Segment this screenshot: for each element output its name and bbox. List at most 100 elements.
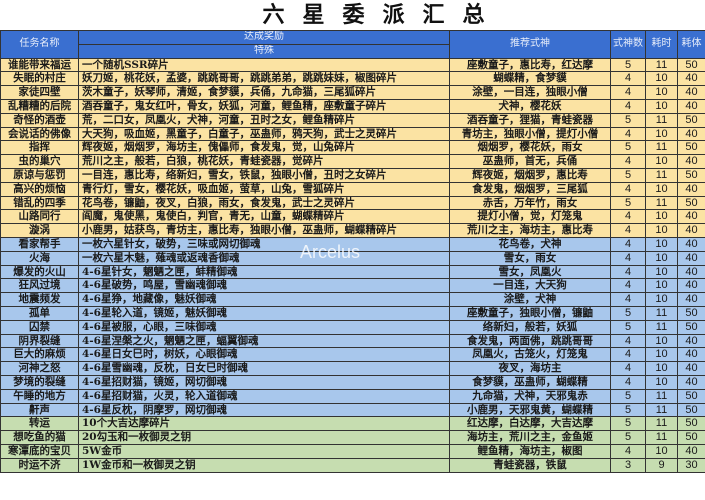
time-cost-cell: 10 [645,361,678,376]
reward-cell: 5W金币 [78,443,450,459]
table-row: 囚禁 4-6星被服，心眼，三味御魂 络新妇，般若，妖狐 5 11 50 [0,319,705,335]
task-name-cell: 鼾声 [0,402,79,418]
time-cost-cell: 10 [645,292,678,307]
stamina-cost-cell: 40 [677,236,705,252]
table-row: 谁能带来福运 一个随机SSR碎片 座敷童子，惠比寿，红达摩 5 11 50 [0,57,705,73]
recommended-shikigami-cell: 蝴蝶精，食梦貘 [449,71,611,87]
recommended-shikigami-cell: 凤凰火，古笼火，灯笼鬼 [449,347,611,363]
shikigami-count-cell: 4 [610,250,646,266]
task-name-cell: 高兴的烦恼 [0,181,79,197]
reward-cell: 10个大吉达摩碎片 [78,416,450,432]
task-name-cell: 谁能带来福运 [0,57,79,73]
reward-cell: 4-6星招财猫，火灵，轮入道御魂 [78,388,450,404]
recommended-shikigami-cell: 红达摩，白达摩，大吉达摩 [449,416,611,432]
table-row: 虫的巢穴 荒川之主，般若，白狼，桃花妖，青蛙瓷器，觉碎片 巫蛊师，首无，兵俑 4 10 4… [0,154,705,169]
reward-cell: 酒吞童子，鬼女红叶，骨女，妖狐，河童，鲤鱼精，座敷童子碎片 [78,98,450,114]
table-row: 家徒四壁 茨木童子，妖琴师，清姬，食梦貘，兵俑，九命猫，三尾狐碎片 涂壁，一目连，独… [0,85,705,100]
shikigami-count-cell: 4 [610,209,646,225]
shikigami-count-cell: 4 [610,98,646,114]
stamina-cost-cell: 50 [677,140,705,156]
page-title: 六星委派汇总 [262,2,503,28]
table-row: 会说话的佛像 大天狗，吸血姬，黑童子，白童子，巫蛊师，鸦天狗，武士之灵碎片 青坊主，… [0,126,705,142]
shikigami-count-cell: 4 [610,361,646,376]
shikigami-count-cell: 5 [610,112,646,128]
task-name-cell: 失眠的村庄 [0,71,79,87]
shikigami-count-cell: 4 [610,154,646,169]
reward-cell: 4-6星涅槃之火，魍魉之匣，蝠翼御魂 [78,333,450,349]
stamina-cost-cell: 40 [677,223,705,238]
header-stamina: 耗体 [677,30,705,59]
shikigami-count-cell: 5 [610,416,646,432]
shikigami-count-cell: 5 [610,388,646,404]
commission-table: 任务名称 达成奖励 推荐式神 式神数 耗时 耗体 特殊 谁能带来福运 一个随机SS… [0,30,705,473]
stamina-cost-cell: 30 [677,457,705,473]
stamina-cost-cell: 50 [677,402,705,418]
time-cost-cell: 10 [645,333,678,349]
stamina-cost-cell: 50 [677,416,705,432]
stamina-cost-cell: 40 [677,71,705,87]
shikigami-count-cell: 5 [610,402,646,418]
shikigami-count-cell: 4 [610,347,646,363]
recommended-shikigami-cell: 络新妇，般若，妖狐 [449,319,611,335]
table-row: 山路同行 阎魔，鬼使黑，鬼使白，判官，青无，山童，蝴蝶精碎片 提灯小僧，觉，灯笼鬼 4… [0,209,705,225]
shikigami-count-cell: 4 [610,126,646,142]
task-name-cell: 看家帮手 [0,236,79,252]
recommended-shikigami-cell: 巫蛊师，首无，兵俑 [449,154,611,169]
stamina-cost-cell: 40 [677,374,705,390]
time-cost-cell: 10 [645,250,678,266]
table-row: 想吃鱼的猫 20勾玉和一枚御灵之钥 海坊主，荒川之主，金鱼姬 5 11 50 [0,430,705,445]
recommended-shikigami-cell: 座敷童子，惠比寿，红达摩 [449,57,611,73]
table-row: 巨大的麻烦 4-6星日女巳时，树妖，心眼御魂 凤凰火，古笼火，灯笼鬼 4 10 40 [0,347,705,363]
time-cost-cell: 11 [645,305,678,321]
reward-cell: 一个随机SSR碎片 [78,57,450,73]
recommended-shikigami-cell: 赤舌，万年竹，雨女 [449,195,611,211]
table-row: 转运 10个大吉达摩碎片 红达摩，白达摩，大吉达摩 5 11 50 [0,416,705,432]
task-name-cell: 午睡的地方 [0,388,79,404]
recommended-shikigami-cell: 九命猫，犬神，天邪鬼赤 [449,388,611,404]
table-row: 午睡的地方 4-6星招财猫，火灵，轮入道御魂 九命猫，犬神，天邪鬼赤 5 11 50 [0,388,705,404]
stamina-cost-cell: 40 [677,126,705,142]
shikigami-count-cell: 5 [610,305,646,321]
time-cost-cell: 10 [645,181,678,197]
recommended-shikigami-cell: 荒川之主，海坊主，惠比寿 [449,223,611,238]
reward-cell: 妖刀姬，桃花妖，孟婆，跳跳哥哥，跳跳弟弟，跳跳妹妹，椒图碎片 [78,71,450,87]
time-cost-cell: 10 [645,278,678,294]
reward-cell: 小鹿男，姑获鸟，青坊主，惠比寿，独眼小僧，巫蛊师，蝴蝶精碎片 [78,223,450,238]
reward-cell: 4-6星狰，地藏像，魅妖御魂 [78,292,450,307]
table-row: 高兴的烦恼 青行灯，雪女，樱花妖，吸血姬，萤草，山兔，雪狐碎片 食发鬼，烟烟罗，三尾… [0,181,705,197]
table-row: 奇怪的酒壶 荒，二口女，凤凰火，犬神，河童，丑时之女，鲤鱼精碎片 酒吞童子，狸猫，青… [0,112,705,128]
reward-cell: 4-6星雪幽魂，反枕，日女巳时御魂 [78,361,450,376]
task-name-cell: 乱糟糟的后院 [0,98,79,114]
shikigami-count-cell: 4 [610,85,646,100]
task-name-cell: 山路同行 [0,209,79,225]
shikigami-count-cell: 3 [610,457,646,473]
task-name-cell: 想吃鱼的猫 [0,430,79,445]
stamina-cost-cell: 40 [677,443,705,459]
time-cost-cell: 11 [645,416,678,432]
table-row: 寒潭底的宝贝 5W金币 鲤鱼精，海坊主，椒图 4 10 40 [0,443,705,459]
shikigami-count-cell: 5 [610,140,646,156]
time-cost-cell: 11 [645,319,678,335]
task-name-cell: 火海 [0,250,79,266]
recommended-shikigami-cell: 海坊主，荒川之主，金鱼姬 [449,430,611,445]
task-name-cell: 狂风过境 [0,278,79,294]
task-name-cell: 原谅与惩罚 [0,167,79,183]
task-name-cell: 家徒四壁 [0,85,79,100]
reward-cell: 4-6星日女巳时，树妖，心眼御魂 [78,347,450,363]
time-cost-cell: 10 [645,126,678,142]
stamina-cost-cell: 40 [677,98,705,114]
task-name-cell: 漩涡 [0,223,79,238]
task-name-cell: 寒潭底的宝贝 [0,443,79,459]
table-row: 火海 一枚六星木魅，薙魂或返魂香御魂 雪女，雨女 4 10 40 [0,250,705,266]
stamina-cost-cell: 40 [677,154,705,169]
recommended-shikigami-cell: 一目连，大天狗 [449,278,611,294]
table-row: 看家帮手 一枚六星针女，破势，三味或网切御魂 花鸟卷，犬神 4 10 40 [0,236,705,252]
reward-cell: 4-6星反枕，阴摩罗，网切御魂 [78,402,450,418]
reward-cell: 1W金币和一枚御灵之钥 [78,457,450,473]
header-time: 耗时 [645,30,678,59]
recommended-shikigami-cell: 座敷童子，独眼小僧，镰鼬 [449,305,611,321]
header-special: 特殊 [78,43,450,59]
task-name-cell: 爆发的火山 [0,264,79,280]
stamina-cost-cell: 50 [677,195,705,211]
reward-cell: 一枚六星木魅，薙魂或返魂香御魂 [78,250,450,266]
